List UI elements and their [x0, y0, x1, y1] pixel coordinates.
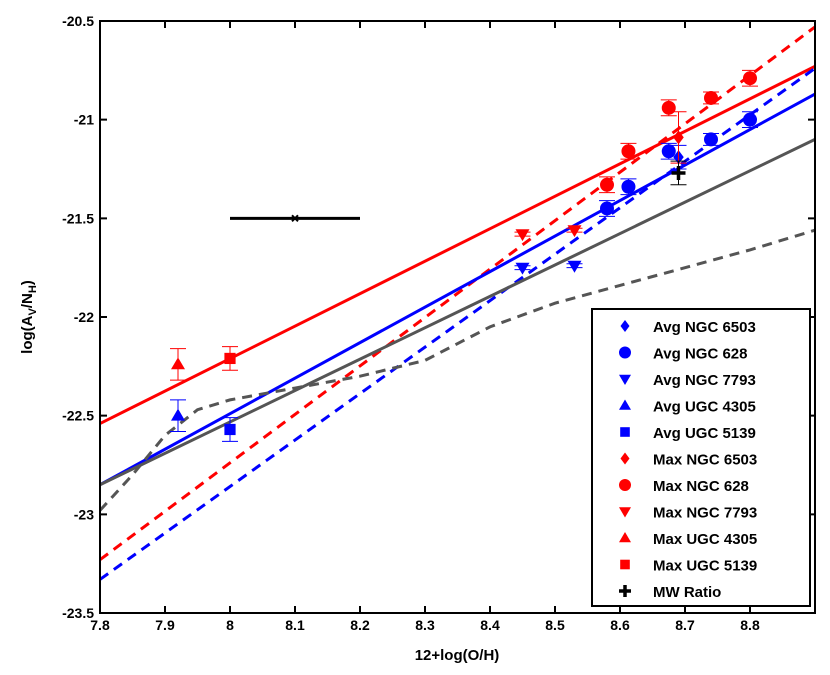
- marker-up: [619, 532, 631, 543]
- legend-label: Avg NGC 7793: [653, 372, 756, 389]
- marker-circle: [619, 479, 631, 491]
- x-error-center: [291, 214, 299, 223]
- y-tick-label: -21.5: [62, 210, 94, 226]
- marker-circle: [661, 144, 676, 159]
- marker-square: [620, 559, 630, 570]
- marker-down: [567, 225, 582, 238]
- marker-circle: [621, 144, 636, 159]
- x-tick-label: 8.1: [285, 617, 305, 633]
- x-tick-label: 8: [226, 617, 234, 633]
- y-axis-label: log(AV/NH): [19, 280, 39, 354]
- line-blue-solid: [99, 92, 816, 487]
- marker-plus: [671, 165, 686, 180]
- marker-down: [619, 507, 631, 518]
- x-tick-label: 7.8: [90, 617, 110, 633]
- legend-label: Avg UGC 5139: [653, 425, 756, 442]
- x-tick-label: 8.6: [610, 617, 630, 633]
- legend-label: Max UGC 5139: [653, 558, 757, 575]
- data-points: [170, 69, 758, 442]
- line-gray-solid: [99, 138, 816, 487]
- marker-plus: [619, 585, 631, 597]
- y-label-sub-v: V: [27, 307, 39, 315]
- y-label-main: log(A: [19, 315, 36, 353]
- marker-up: [171, 357, 185, 370]
- y-tick-label: -21: [74, 112, 94, 128]
- marker-circle: [621, 179, 636, 194]
- marker-diamond: [620, 452, 630, 465]
- marker-down: [515, 229, 530, 242]
- x-tick-label: 8.2: [350, 617, 370, 633]
- marker-up: [171, 408, 185, 421]
- x-tick-label: 8.3: [415, 617, 435, 633]
- x-tick-label: 8.4: [480, 617, 500, 633]
- legend-label: Avg NGC 628: [653, 346, 747, 363]
- line-blue-dashed: [99, 67, 816, 581]
- marker-circle: [619, 346, 631, 359]
- x-tick-label: 8.8: [740, 617, 760, 633]
- legend-label: Max NGC 628: [653, 478, 749, 495]
- marker-diamond: [673, 130, 684, 145]
- x-tick-label: 7.9: [155, 617, 175, 633]
- legend-label: Max NGC 7793: [653, 505, 757, 522]
- marker-square: [620, 427, 630, 437]
- marker-circle: [743, 112, 757, 127]
- marker-square: [224, 352, 236, 365]
- y-tick-label: -23.5: [62, 605, 94, 621]
- legend-label: Avg UGC 4305: [653, 399, 756, 416]
- legend-label: Max NGC 6503: [653, 452, 757, 469]
- marker-circle: [704, 132, 718, 147]
- y-label-sub-h: H: [27, 285, 39, 293]
- marker-circle: [661, 100, 676, 115]
- y-label-end: ): [19, 280, 36, 285]
- y-tick-label: -20.5: [62, 13, 94, 29]
- y-tick-label: -22.5: [62, 408, 94, 424]
- marker-diamond: [620, 320, 630, 332]
- legend-label: Avg NGC 6503: [653, 319, 756, 336]
- x-tick-label: 8.5: [545, 617, 565, 633]
- x-tick-label: 8.7: [675, 617, 695, 633]
- legend-label: Max UGC 4305: [653, 531, 757, 548]
- marker-down: [515, 262, 530, 275]
- y-tick-label: -23: [74, 506, 94, 522]
- marker-circle: [743, 71, 757, 86]
- y-label-mid: /N: [19, 293, 36, 308]
- marker-circle: [600, 177, 614, 192]
- marker-circle: [704, 90, 718, 105]
- marker-up: [619, 399, 631, 410]
- legend: Avg NGC 6503 Avg NGC 628 Avg NGC 7793 Avg U…: [591, 308, 811, 607]
- marker-down: [619, 374, 631, 385]
- line-red-solid: [99, 65, 816, 425]
- marker-down: [567, 260, 582, 273]
- marker-circle: [600, 201, 614, 216]
- x-axis-label: 12+log(O/H): [415, 647, 500, 664]
- line-red-dashed: [99, 25, 816, 561]
- y-tick-label: -22: [74, 309, 94, 325]
- legend-label: MW Ratio: [653, 584, 721, 601]
- marker-square: [224, 423, 236, 436]
